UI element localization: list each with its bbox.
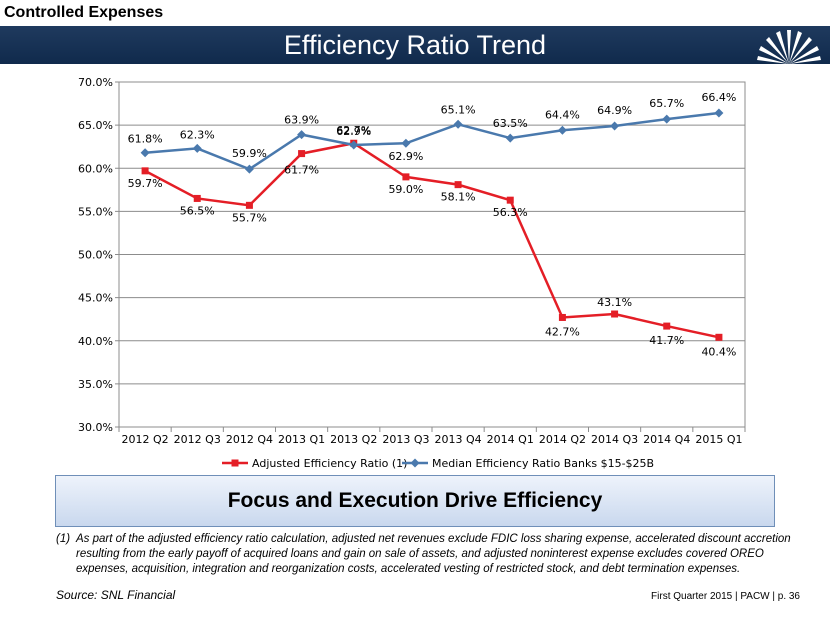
x-tick-label: 2013 Q1 [278, 433, 325, 446]
data-point [140, 148, 150, 158]
y-tick-label: 35.0% [78, 378, 113, 391]
section-label: Controlled Expenses [4, 4, 164, 21]
data-label: 65.1% [441, 103, 476, 116]
data-point [453, 119, 463, 129]
data-point [714, 108, 724, 118]
data-label: 55.7% [232, 211, 267, 224]
efficiency-ratio-chart: 30.0% 35.0% 40.0% 45.0% 50.0% 55.0% 60.0% 65.0%… [78, 76, 746, 470]
data-label: 59.0% [388, 183, 423, 196]
data-point [349, 140, 359, 150]
x-tick-label: 2014 Q2 [539, 433, 586, 446]
y-tick-label: 55.0% [78, 205, 113, 218]
data-label: 61.8% [128, 133, 163, 146]
footnote-text: As part of the adjusted efficiency ratio… [76, 533, 791, 575]
data-point [610, 121, 620, 131]
y-tick-label: 70.0% [78, 76, 113, 89]
data-label: 62.7% [336, 124, 371, 137]
data-point [663, 322, 671, 330]
x-tick-label: 2012 Q2 [122, 433, 169, 446]
data-label: 59.7% [128, 177, 163, 190]
data-point [506, 196, 514, 204]
x-tick-label: 2013 Q3 [382, 433, 429, 446]
y-tick-label: 60.0% [78, 162, 113, 175]
data-point [558, 313, 566, 321]
series-line-0 [144, 141, 720, 339]
x-tick-label: 2014 Q1 [487, 433, 534, 446]
page-footer: First Quarter 2015 | PACW | p. 36 [651, 591, 800, 602]
data-point [297, 130, 307, 140]
data-label: 63.5% [493, 117, 528, 130]
data-label: 41.7% [649, 334, 684, 347]
data-label: 56.5% [180, 204, 215, 217]
source-note: Source: SNL Financial [56, 588, 176, 602]
y-tick-label: 65.0% [78, 119, 113, 132]
x-tick-label: 2013 Q2 [330, 433, 377, 446]
data-label: 59.9% [232, 147, 267, 160]
y-tick-label: 40.0% [78, 335, 113, 348]
x-tick-label: 2015 Q1 [695, 433, 742, 446]
legend-marker-0 [231, 459, 239, 467]
data-point [662, 114, 672, 124]
x-tick-label: 2012 Q4 [226, 433, 273, 446]
data-label: 65.7% [649, 97, 684, 110]
data-label: 58.1% [441, 191, 476, 204]
data-point [715, 333, 723, 341]
data-point [245, 201, 253, 209]
legend-label: Adjusted Efficiency Ratio (1) [252, 457, 407, 470]
footnote: (1) As part of the adjusted efficiency r… [56, 532, 796, 577]
page-title: Efficiency Ratio Trend [283, 30, 547, 60]
data-point [192, 143, 202, 153]
x-tick-label: 2014 Q4 [643, 433, 690, 446]
data-point [505, 133, 515, 143]
x-tick-label: 2013 Q4 [435, 433, 482, 446]
data-label: 62.9% [388, 150, 423, 163]
data-point [402, 173, 410, 181]
legend-marker-1 [410, 458, 420, 468]
series-line-1 [144, 111, 720, 171]
title-banner: Efficiency Ratio Trend [0, 26, 830, 64]
data-label: 56.3% [493, 206, 528, 219]
x-tick-label: 2012 Q3 [174, 433, 221, 446]
data-label: 61.7% [284, 164, 319, 177]
data-point [298, 150, 306, 158]
data-label: 43.1% [597, 296, 632, 309]
data-point [557, 125, 567, 135]
data-label: 64.4% [545, 108, 580, 121]
legend-label: Median Efficiency Ratio Banks $15-$25B [432, 457, 654, 470]
data-point [454, 181, 462, 189]
data-point [141, 167, 149, 175]
data-point [401, 138, 411, 148]
data-point [244, 164, 254, 174]
data-label: 42.7% [545, 325, 580, 338]
data-label: 63.9% [284, 114, 319, 127]
callout-banner: Focus and Execution Drive Efficiency [55, 475, 775, 527]
data-label: 40.4% [701, 345, 736, 358]
data-label: 66.4% [701, 91, 736, 104]
y-tick-label: 50.0% [78, 249, 113, 262]
data-label: 62.9% [336, 125, 371, 138]
data-label: 62.3% [180, 128, 215, 141]
sunburst-logo-icon [757, 30, 821, 64]
footnote-number: (1) [56, 533, 71, 545]
data-label: 64.9% [597, 104, 632, 117]
data-point [611, 310, 619, 318]
data-point [193, 194, 201, 202]
y-tick-label: 30.0% [78, 421, 113, 434]
x-tick-label: 2014 Q3 [591, 433, 638, 446]
y-tick-label: 45.0% [78, 292, 113, 305]
